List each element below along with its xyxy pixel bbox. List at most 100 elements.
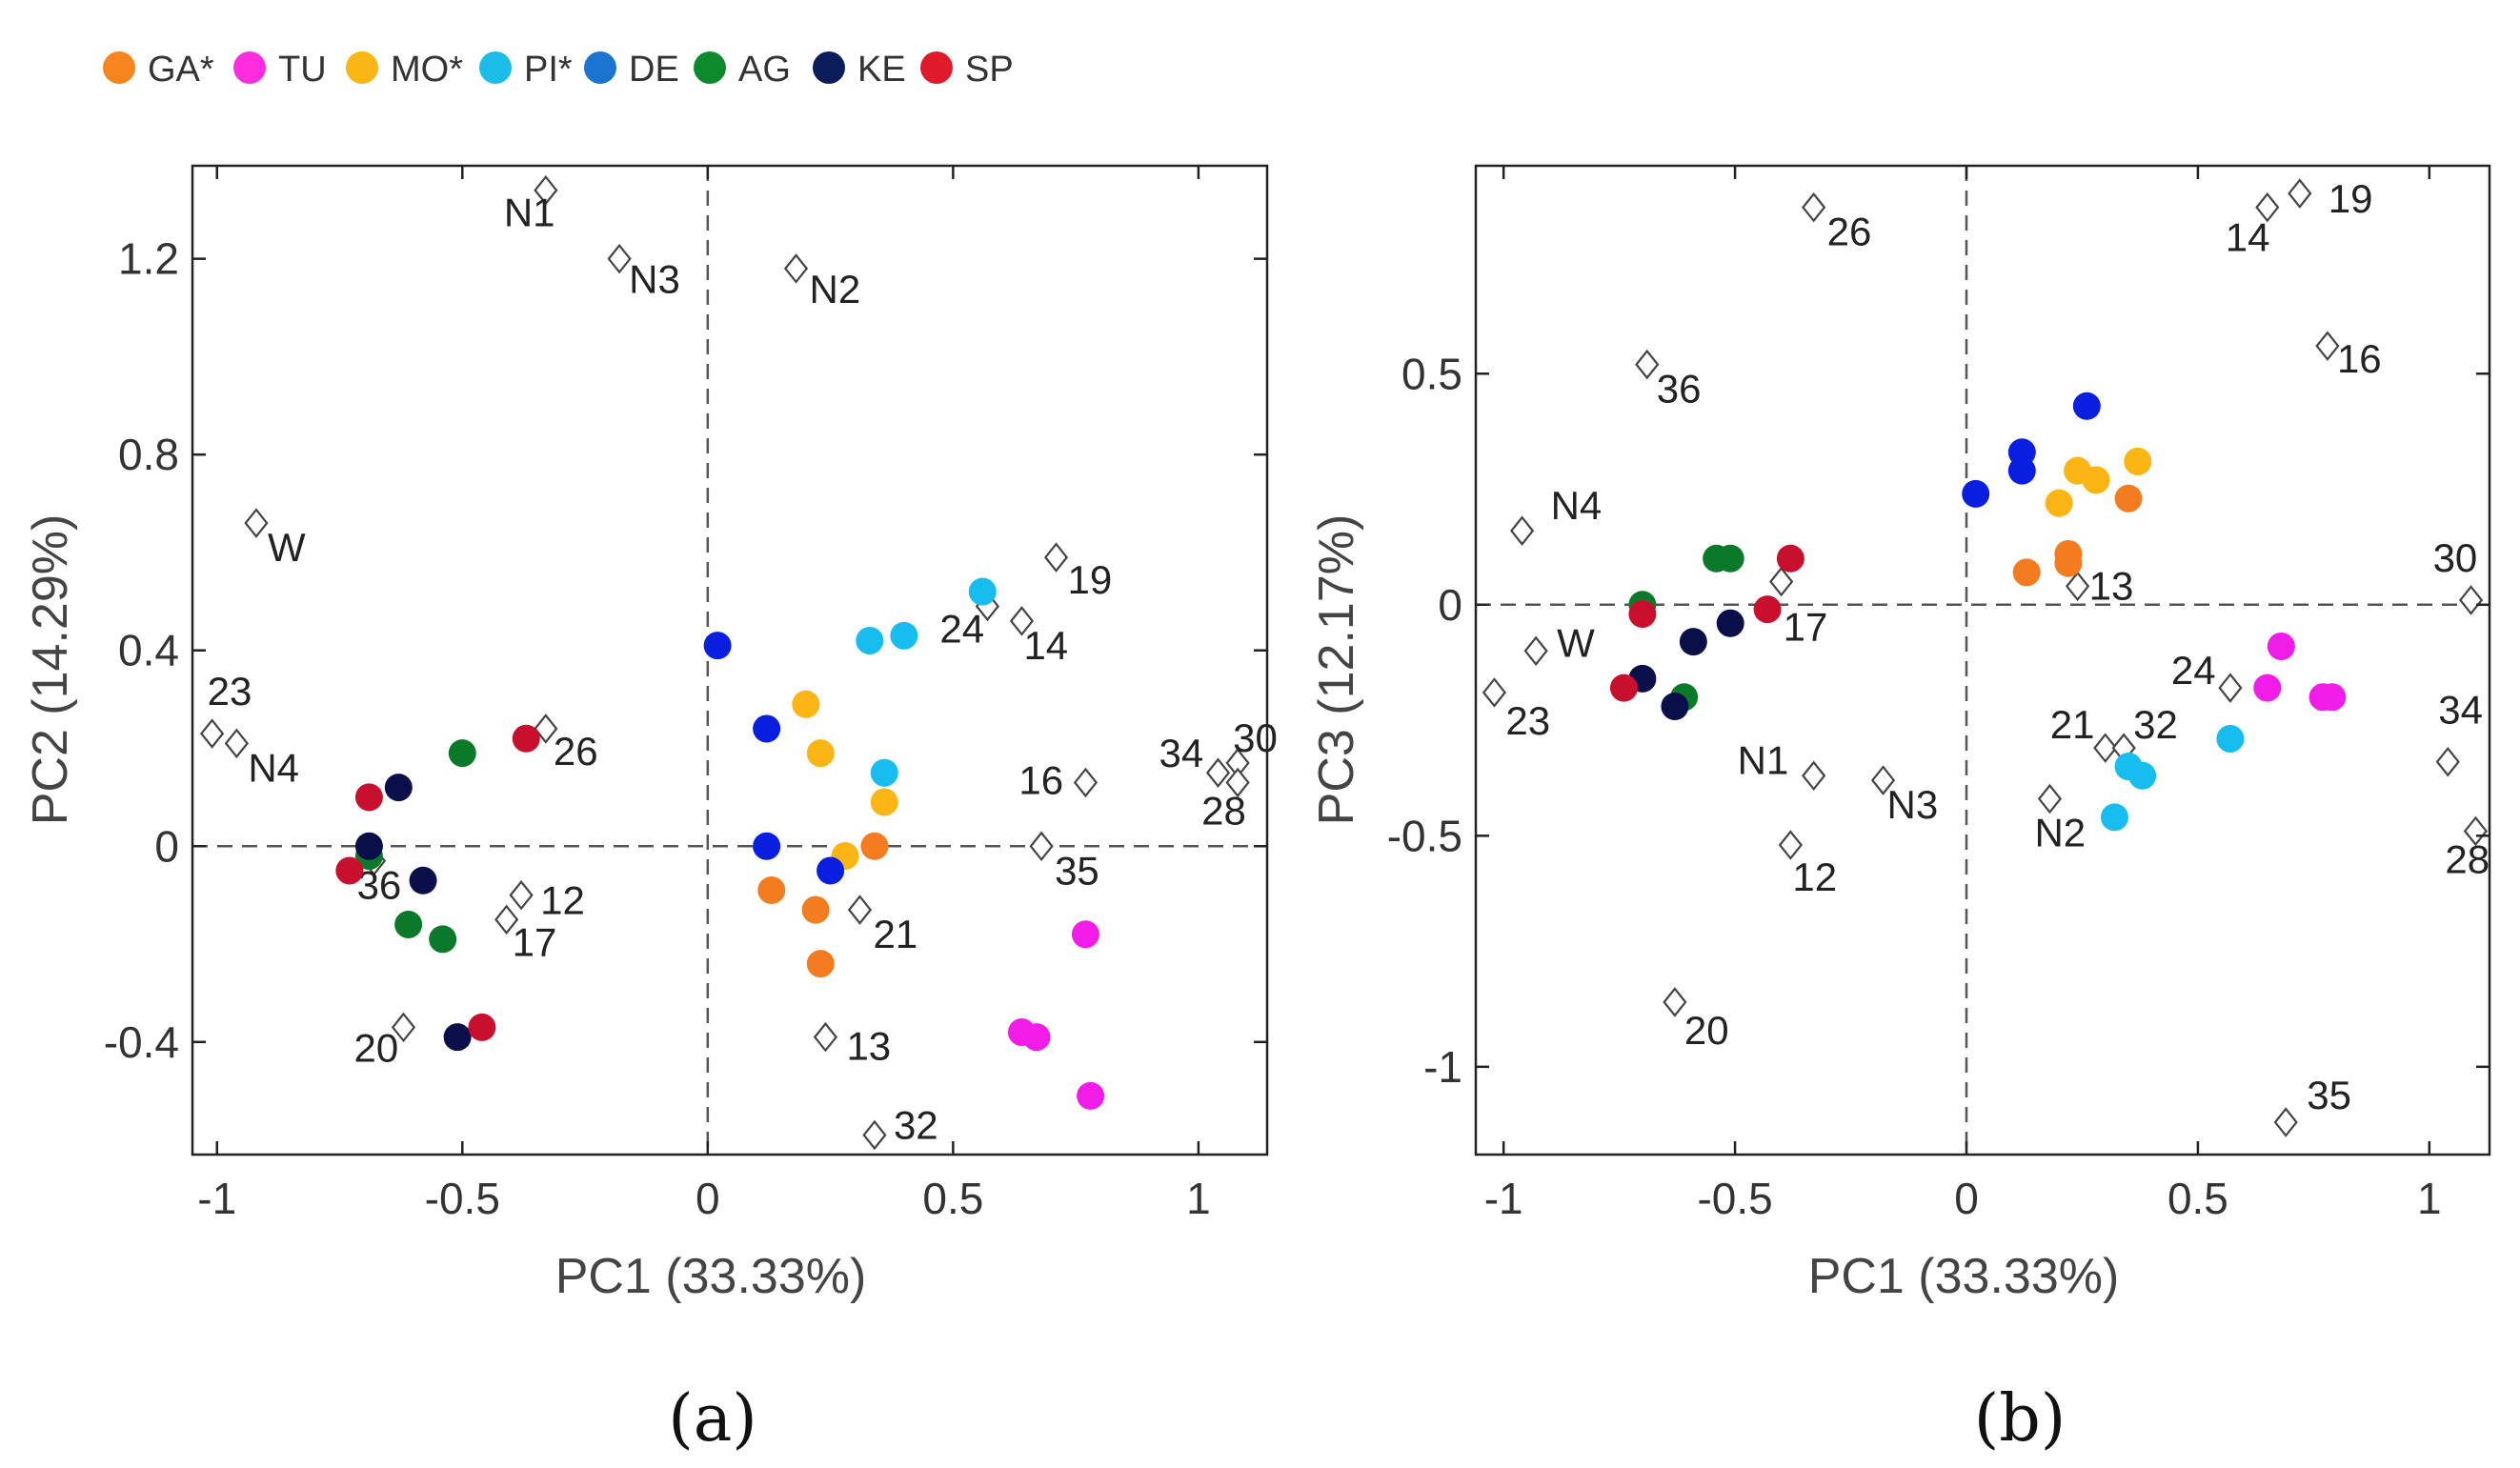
panel-a-reference-label-n1: N1 xyxy=(504,191,555,235)
panel-b-reference-marker-24 xyxy=(2218,673,2243,703)
panel-b-reference-label-n2: N2 xyxy=(2034,811,2086,855)
panel-b-reference-marker-35 xyxy=(2273,1107,2298,1137)
panel-a-reference-marker-34 xyxy=(1205,757,1231,788)
panel-b-reference-marker-12 xyxy=(1778,830,1803,860)
legend-label-tu: TU xyxy=(278,50,327,90)
panel-b-y-tick-label: -0.5 xyxy=(1387,811,1462,860)
panel-a-reference-marker-w xyxy=(244,508,269,538)
panel-a-point-ke xyxy=(409,866,437,895)
panel-a-reference-label-14: 14 xyxy=(1023,623,1068,668)
panel-a-point-sp xyxy=(335,856,364,885)
panel-b-point-de xyxy=(2007,438,2036,467)
panel-b-reference-marker-16 xyxy=(2315,331,2340,361)
panel-b-reference-marker-n1 xyxy=(1802,760,1826,792)
panel-a-reference-marker-n4 xyxy=(224,728,249,759)
panel-a-point-ke xyxy=(354,832,383,860)
panel-b-reference-label-12: 12 xyxy=(1792,855,1837,899)
panel-a-point-tu xyxy=(1022,1023,1051,1052)
panel-b-reference-marker-23 xyxy=(1482,677,1507,708)
panel-a-x-tick-label: -0.5 xyxy=(425,1174,500,1223)
panel-a-x-tick-label: 0.5 xyxy=(922,1174,983,1223)
legend-marker-de xyxy=(584,51,616,84)
panel-b-reference-label-21: 21 xyxy=(2050,702,2095,747)
panel-b-reference-marker-30 xyxy=(2458,585,2484,615)
panel-a-reference-label-24: 24 xyxy=(939,606,984,651)
panel-a-reference-marker-19 xyxy=(1043,542,1069,573)
panel-a-reference-marker-16 xyxy=(1073,767,1099,798)
panel-b-reference-label-24: 24 xyxy=(2171,648,2216,693)
panel-b-reference-marker-14 xyxy=(2255,191,2280,223)
panel-b-frame xyxy=(1474,164,2491,1156)
panel-a-point-tu xyxy=(1071,920,1099,949)
panel-b-point-sp xyxy=(1609,674,1638,702)
panel-b-point-ke xyxy=(1716,609,1744,637)
panel-a-reference-marker-14 xyxy=(1009,606,1035,636)
panel-a-reference-marker-12 xyxy=(509,879,534,911)
panel-a-point-pi xyxy=(890,621,918,650)
panel-a-reference-label-34: 34 xyxy=(1159,731,1203,775)
panel-a-reference-marker-28 xyxy=(1225,767,1250,798)
panel-b-reference-marker-20 xyxy=(1663,987,1687,1017)
panel-b-reference-label-23: 23 xyxy=(1505,698,1550,743)
panel-a-reference-label-16: 16 xyxy=(1018,757,1063,802)
panel-a-reference-label-30: 30 xyxy=(1233,715,1278,760)
panel-a-y-axis-label: PC2 (14.29%) xyxy=(23,514,78,826)
legend-label-pi: PI* xyxy=(524,50,573,90)
panel-b-reference-label-28: 28 xyxy=(2445,836,2490,881)
panel-b-reference-label-19: 19 xyxy=(2328,176,2373,221)
panel-b-y-axis-label: PC3 (12.17%) xyxy=(1309,514,1364,826)
panel-b-point-ke xyxy=(1661,693,1689,721)
panel-a-reference-label-36: 36 xyxy=(357,863,402,908)
panel-b-y-tick-label: 0.5 xyxy=(1401,349,1462,398)
panel-a-y-tick-label: -0.4 xyxy=(104,1017,179,1067)
panel-b-reference-marker-28 xyxy=(2463,815,2489,847)
panel-a-point-pi xyxy=(856,626,884,654)
panel-b-reference-label-30: 30 xyxy=(2433,535,2478,580)
panel-a-point-sp xyxy=(468,1013,496,1041)
panel-a-point-ga xyxy=(806,950,835,978)
panel-b-reference-label-14: 14 xyxy=(2226,215,2270,260)
panel-a-x-tick-label: 0 xyxy=(696,1174,720,1223)
panel-b-reference-label-n1: N1 xyxy=(1738,737,1789,782)
panel-a-point-ag xyxy=(448,739,476,768)
panel-a-point-de xyxy=(703,632,732,660)
panel-b-reference-marker-21 xyxy=(2093,733,2118,763)
panel-b-reference-label-35: 35 xyxy=(2307,1073,2351,1117)
panel-a-point-ga xyxy=(860,832,889,860)
legend-label-de: DE xyxy=(629,50,679,90)
panel-b-reference-marker-26 xyxy=(1802,191,1826,223)
panel-b-reference-marker-w xyxy=(1523,635,1548,667)
panel-b-reference-label-34: 34 xyxy=(2438,688,2483,733)
panel-a-reference-marker-23 xyxy=(199,718,225,749)
panel-a-point-ke xyxy=(384,774,413,802)
panel-a-reference-marker-13 xyxy=(813,1021,838,1053)
panel-a-reference-label-23: 23 xyxy=(208,669,252,714)
panel-b-y-tick-label: -1 xyxy=(1423,1042,1462,1092)
panel-a-x-tick-label: 1 xyxy=(1186,1174,1211,1223)
panel-a-reference-label-35: 35 xyxy=(1055,848,1099,893)
panel-a-x-axis-label: PC1 (33.33%) xyxy=(555,1249,867,1304)
legend-label-ag: AG xyxy=(738,50,791,90)
panel-a-reference-label-n4: N4 xyxy=(248,745,299,790)
panel-b-point-ga xyxy=(2054,539,2083,568)
panel-a-point-mo xyxy=(870,788,898,816)
panel-b-point-de xyxy=(1962,479,1990,508)
panel-a-point-mo xyxy=(806,739,835,768)
panel-a-frame xyxy=(191,164,1269,1156)
panel-b-point-mo xyxy=(2045,489,2073,517)
panel-a-reference-label-17: 17 xyxy=(513,919,557,964)
panel-b-point-pi xyxy=(2100,803,2128,832)
legend-marker-sp xyxy=(920,51,953,84)
panel-b-reference-marker-34 xyxy=(2435,746,2460,777)
panel-a-point-de xyxy=(816,856,845,885)
panel-b-reference-marker-13 xyxy=(2065,571,2090,602)
panel-a-point-sp xyxy=(512,724,540,753)
panel-a-point-pi xyxy=(968,577,997,606)
panel-b-reference-label-n4: N4 xyxy=(1551,483,1603,528)
panel-b-reference-marker-n4 xyxy=(1509,515,1535,546)
panel-a-y-tick-label: 0.8 xyxy=(118,430,179,479)
panel-b-reference-label-16: 16 xyxy=(2337,336,2382,381)
panel-a-reference-label-21: 21 xyxy=(873,912,917,956)
panel-b-y-tick-label: 0 xyxy=(1438,580,1462,630)
